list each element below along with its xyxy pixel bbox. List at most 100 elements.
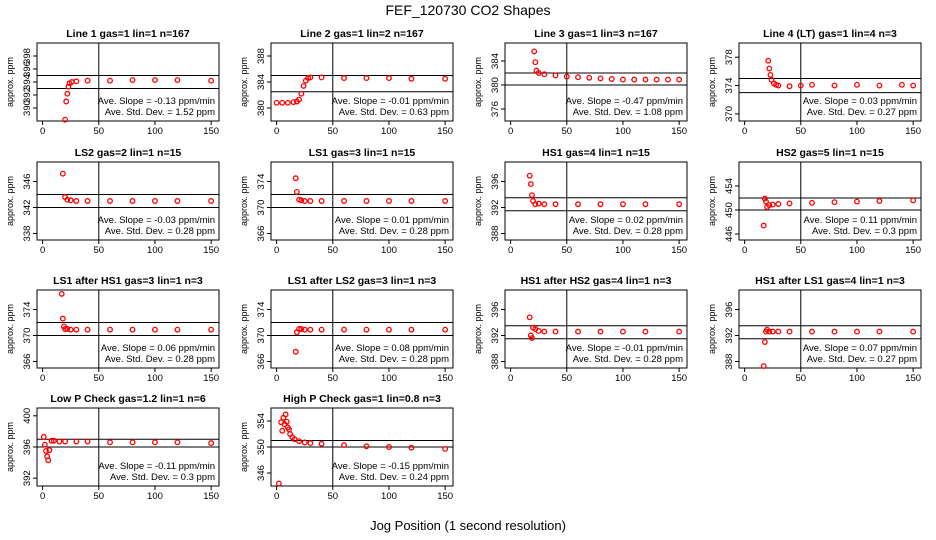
subplot-13: Low P Check gas=1.2 lin=1 n=6 0 50 100 150 39… [5,393,220,502]
data-point [767,71,774,78]
x-tick-label: 150 [671,126,687,137]
data-point [152,77,158,83]
plot-frame [36,161,220,241]
data-point [208,198,215,204]
data-point [765,57,772,64]
x-tick-label: 0 [274,126,279,137]
subplot-8: HS2 gas=5 lin=1 n=15 0 50 100 150 446 450 454 ap… [707,147,922,256]
data-point [48,437,55,444]
data-point [279,427,286,434]
subplot-title: HS2 gas=5 lin=1 n=15 [776,147,884,159]
data-point [761,339,768,345]
data-point [910,82,917,89]
y-axis-label: approx. ppm [239,304,249,354]
subplot-title: High P Check gas=1 lin=0.8 n=3 [283,393,441,405]
x-tick-label: 100 [147,126,163,137]
plot-frame [738,161,922,241]
data-point [831,82,838,89]
data-point [386,444,392,450]
x-tick-label: 150 [203,126,219,137]
data-point [174,326,181,333]
data-point [307,326,314,333]
y-tick-label: 370 [724,106,735,122]
y-tick-label: 454 [724,178,735,194]
x-tick-label: 150 [203,373,219,384]
data-point [283,418,290,425]
y-axis-label: approx. ppm [473,57,483,107]
y-tick-label: 366 [256,226,267,242]
std-dev-annotation: Ave. Std. Dev. = 0.28 ppm [339,226,449,237]
data-point [529,335,535,342]
data-point [363,326,370,333]
y-tick-label: 370 [256,200,267,216]
data-point [552,72,559,79]
x-tick-label: 150 [905,245,921,256]
data-point [73,326,80,333]
x-tick-label: 150 [905,126,921,137]
data-point [129,77,136,83]
x-tick-label: 50 [562,126,573,137]
data-point [296,438,303,445]
y-tick-label: 392 [22,470,33,486]
slope-annotation: Ave. Slope = -0.13 ppm/min [98,96,215,107]
data-point [541,71,548,78]
y-tick-label: 350 [256,439,267,455]
data-point [597,75,604,82]
slope-annotation: Ave. Slope = -0.03 ppm/min [98,215,215,226]
subplot-9: LS1 after HS1 gas=3 lin=1 n=3 0 50 100 150 36… [5,275,220,384]
data-point [831,199,838,206]
data-point [676,328,683,335]
data-point [63,98,70,105]
data-point [766,65,773,72]
data-point [597,201,604,208]
x-tick-label: 150 [203,245,219,256]
y-tick-label: 346 [22,174,33,190]
x-tick-label: 50 [94,245,105,256]
data-point [541,328,548,335]
data-point [307,198,314,204]
data-point [809,81,815,88]
data-point [408,444,415,451]
y-tick-label: 396 [490,174,501,190]
x-tick-label: 50 [796,373,807,384]
data-point [775,201,782,207]
data-point [620,328,626,335]
y-tick-label: 376 [490,101,501,117]
std-dev-annotation: Ave. Std. Dev. = 0.27 ppm [807,107,917,118]
slope-annotation: Ave. Slope = 0.02 ppm/min [569,215,683,226]
x-tick-label: 0 [40,245,45,256]
data-point [535,70,542,76]
data-point [761,195,768,202]
std-dev-annotation: Ave. Std. Dev. = 0.28 ppm [573,226,683,237]
data-point [64,196,71,203]
data-point [575,74,581,81]
data-point [59,315,66,322]
plot-frame [36,289,220,369]
y-axis-label: approx. ppm [5,422,15,472]
data-point [620,76,626,83]
slope-annotation: Ave. Slope = 0.11 ppm/min [804,215,917,226]
y-tick-label: 388 [256,48,267,64]
data-point [279,99,286,106]
x-tick-label: 50 [328,373,339,384]
data-point [786,83,793,90]
data-point [854,81,860,88]
data-point [676,76,683,83]
x-tick-label: 100 [849,373,865,384]
subplot-title: Line 2 gas=1 lin=2 n=167 [300,28,424,40]
y-tick-label: 342 [22,200,33,216]
data-point [62,116,69,123]
x-tick-label: 150 [671,245,687,256]
y-tick-label: 366 [256,354,267,370]
y-tick-label: 400 [22,408,33,424]
x-tick-label: 50 [328,126,339,137]
y-axis-label: approx. ppm [473,176,483,226]
std-dev-annotation: Ave. Std. Dev. = 0.28 ppm [105,354,215,365]
x-tick-label: 150 [203,491,219,502]
subplot-12: HS1 after LS1 gas=4 lin=1 n=3 0 50 100 150 38… [707,275,922,384]
y-axis-label: approx. ppm [5,57,15,107]
slope-annotation: Ave. Slope = -0.01 ppm/min [566,343,683,354]
